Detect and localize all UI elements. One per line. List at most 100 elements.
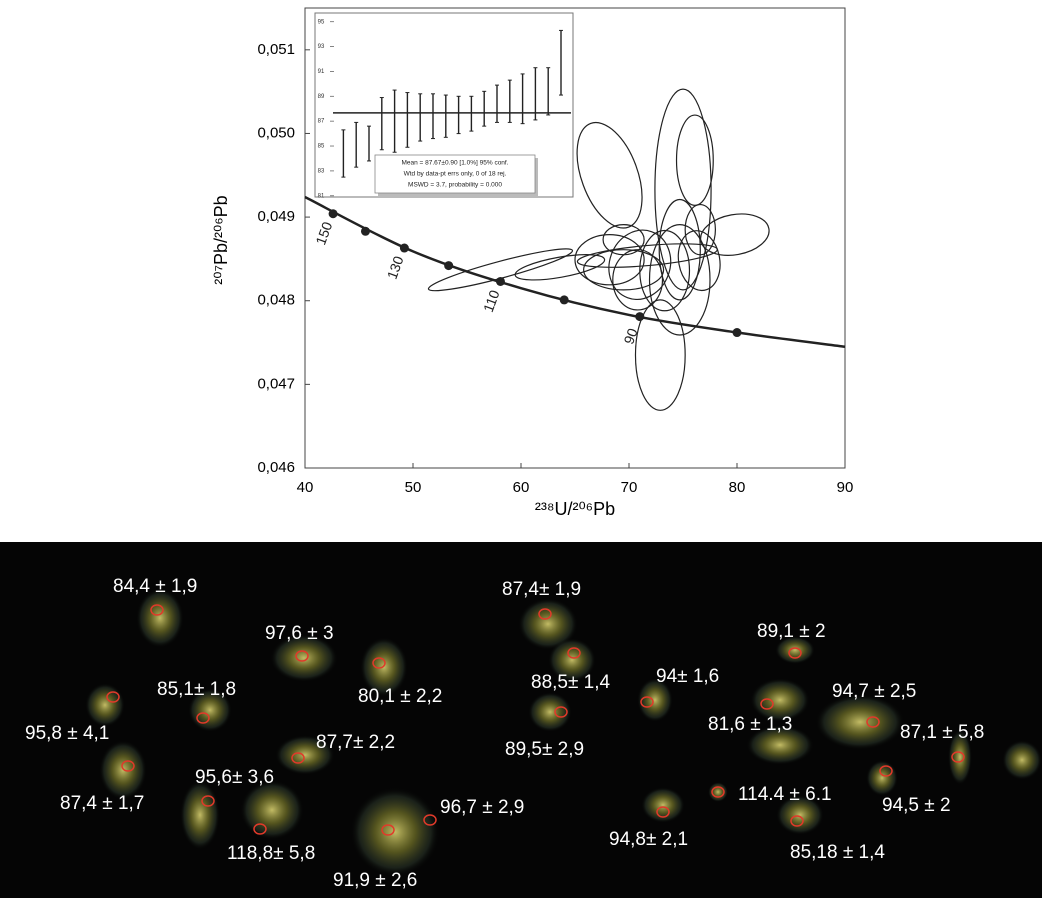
analysis-spot	[866, 716, 880, 728]
zircon-grain	[350, 787, 440, 877]
analysis-spot	[879, 765, 893, 777]
age-annotation: 88,5± 1,4	[531, 672, 611, 693]
age-annotation: 87,7± 2,2	[316, 732, 395, 753]
y-tick-label: 0,051	[257, 41, 295, 58]
analysis-spot	[106, 691, 120, 703]
x-tick-label: 50	[405, 479, 422, 496]
analysis-spot	[760, 698, 774, 710]
stats-text: MSWD = 3.7, probability = 0.000	[408, 182, 502, 189]
analysis-spot	[121, 760, 135, 772]
age-annotation: 97,6 ± 3	[265, 623, 334, 644]
zircon-grain	[637, 678, 673, 722]
error-ellipse	[514, 254, 606, 281]
error-ellipse	[634, 299, 686, 411]
analysis-spot	[150, 604, 164, 616]
age-label: 130	[384, 254, 407, 282]
analysis-spot	[253, 823, 267, 835]
cl-image: 84,4 ± 1,9 97,6 ± 3 85,1± 1,8 80,1 ± 2,2 95,…	[0, 542, 1042, 898]
stats-text: Wtd by data-pt errs only, 0 of 18 rej.	[404, 171, 507, 178]
analysis-spot	[711, 786, 725, 798]
stats-text: Mean = 87.67±0.90 [1.0%] 95% conf.	[401, 160, 508, 167]
age-marker	[399, 243, 409, 253]
analysis-spot	[951, 751, 965, 763]
inset-tick-label: 83	[318, 168, 325, 174]
inset-tick-label: 87	[318, 119, 325, 125]
age-marker	[495, 276, 505, 286]
y-tick-label: 0,046	[257, 459, 295, 476]
zircon-grain	[518, 598, 578, 650]
zircon-grain	[708, 782, 728, 802]
y-axis-label: ²⁰⁷Pb/²⁰⁶Pb	[211, 195, 231, 284]
y-tick-label: 0,047	[257, 375, 295, 392]
zircon-grain	[528, 692, 572, 732]
analysis-spot	[295, 650, 309, 662]
inset-tick-label: 85	[318, 144, 325, 150]
zircon-grain	[99, 740, 147, 800]
error-ellipse	[675, 114, 714, 206]
stats-box	[374, 154, 536, 194]
analysis-spot	[640, 696, 654, 708]
error-ellipse	[648, 224, 711, 336]
analysis-spot	[790, 815, 804, 827]
age-annotation: 114.4 ± 6.1	[738, 784, 832, 805]
age-label: 110	[480, 288, 503, 315]
inset-tick-label: 81	[318, 193, 325, 199]
zircon-grain	[275, 735, 335, 775]
error-ellipse	[576, 243, 718, 268]
zircon-grain	[750, 678, 810, 722]
error-ellipse	[574, 234, 645, 286]
inset-tick-label: 95	[318, 19, 325, 25]
analysis-spot	[567, 647, 581, 659]
zircon-grain	[746, 725, 814, 765]
zircon-grain	[866, 760, 898, 796]
zircon-grain	[776, 795, 824, 835]
age-annotation: 95,6± 3,6	[195, 767, 274, 788]
age-marker	[559, 295, 569, 305]
error-ellipse	[684, 203, 717, 256]
zircon-grain	[548, 638, 596, 682]
age-annotation: 80,1 ± 2,2	[358, 686, 442, 707]
age-annotation: 118,8± 5,8	[227, 843, 315, 864]
age-annotation: 94± 1,6	[656, 666, 719, 687]
age-annotation: 89,5± 2,9	[505, 739, 584, 760]
age-marker	[328, 209, 338, 219]
y-tick-label: 0,048	[257, 292, 295, 309]
age-label: 150	[312, 219, 335, 247]
age-annotation: 91,9 ± 2,6	[333, 870, 417, 891]
inset: 81 83 85 87 89 91 93 95 Mean = 87.67±0.90 [1.0%]…	[314, 12, 574, 199]
age-annotation: 87,4± 1,9	[502, 579, 581, 600]
analysis-spot	[788, 647, 802, 659]
zircon-grain	[136, 588, 184, 648]
error-ellipse	[612, 249, 664, 311]
zircon-grain	[1002, 740, 1042, 780]
error-ellipse	[576, 121, 643, 229]
concordia-curve	[304, 195, 846, 348]
age-label: 90	[620, 326, 640, 346]
zircon-grain	[948, 729, 972, 785]
analysis-spot	[196, 712, 210, 724]
age-annotation: 89,1 ± 2	[757, 621, 826, 642]
plot-area: 150 130 110 90	[304, 88, 846, 411]
error-ellipse	[608, 229, 672, 300]
age-marker	[635, 312, 645, 322]
age-annotation: 87,1 ± 5,8	[900, 722, 984, 743]
zircon-grain	[270, 634, 338, 682]
analysis-spot	[201, 795, 215, 807]
zircon-grain	[360, 637, 408, 697]
analysis-spot	[538, 608, 552, 620]
error-ellipse	[639, 229, 691, 312]
analysis-spot	[372, 657, 386, 669]
age-marker	[732, 328, 742, 338]
x-tick-label: 40	[297, 479, 314, 496]
age-annotation: 95,8 ± 4,1	[25, 723, 109, 744]
inset-tick-label: 89	[318, 94, 325, 100]
age-annotation: 84,4 ± 1,9	[113, 576, 197, 597]
y-tick-label: 0,049	[257, 208, 295, 225]
zircon-grain	[815, 694, 905, 750]
age-annotation: 96,7 ± 2,9	[440, 797, 524, 818]
age-annotation: 85,18 ± 1,4	[790, 842, 885, 863]
error-ellipse	[583, 249, 665, 291]
age-annotation: 94,7 ± 2,5	[832, 681, 916, 702]
analysis-spot	[554, 706, 568, 718]
